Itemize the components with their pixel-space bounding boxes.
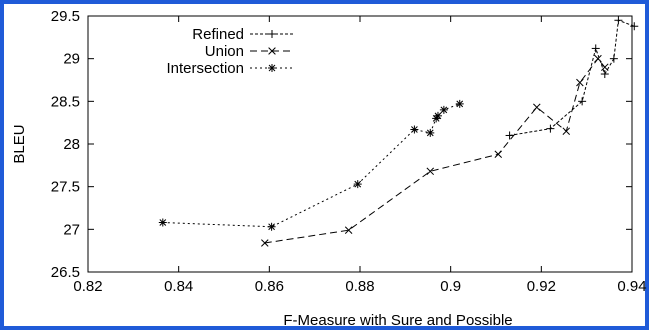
- plot-area-border: [87, 15, 633, 273]
- y-tick-label: 29.5: [51, 8, 80, 25]
- series-line-union: [264, 57, 606, 244]
- x-tick-label: 0.88: [345, 278, 374, 295]
- data-point-refined: [505, 131, 514, 140]
- data-point-union: [562, 127, 571, 135]
- y-tick-label: 28.5: [51, 93, 80, 110]
- y-tick-label: 27: [63, 221, 80, 238]
- data-point-union: [533, 103, 541, 112]
- data-point-union: [426, 167, 435, 176]
- data-point-refined: [614, 16, 623, 25]
- data-point-union: [601, 63, 609, 71]
- x-tick-label: 0.9: [440, 278, 461, 295]
- data-point-refined: [591, 44, 600, 53]
- y-tick-label: 27.5: [51, 179, 80, 196]
- data-point-refined: [609, 54, 618, 63]
- legend-marker-intersection: [268, 64, 276, 72]
- y-axis-label: BLEU: [11, 124, 28, 163]
- legend-label-refined: Refined: [192, 26, 244, 43]
- x-axis-label: F-Measure with Sure and Possible: [283, 312, 512, 329]
- x-tick-label: 0.86: [255, 278, 284, 295]
- data-point-intersection: [455, 99, 464, 108]
- x-tick-label: 0.84: [164, 278, 193, 295]
- legend-marker-union: [268, 47, 276, 55]
- series-layer: [158, 16, 639, 247]
- series-line-intersection: [162, 103, 460, 228]
- y-tick-label: 26.5: [51, 264, 80, 281]
- y-tick-label: 29: [63, 51, 80, 68]
- x-tick-label: 0.94: [617, 278, 646, 295]
- data-point-refined: [600, 70, 609, 79]
- legend-marker-refined: [268, 30, 276, 38]
- data-point-intersection: [158, 218, 167, 227]
- data-point-intersection: [433, 111, 442, 120]
- legend-label-union: Union: [205, 43, 244, 60]
- data-point-intersection: [426, 128, 435, 137]
- data-point-union: [594, 54, 602, 63]
- data-point-refined: [630, 22, 639, 31]
- y-tick-label: 28: [63, 136, 80, 153]
- data-point-intersection: [410, 125, 419, 134]
- data-point-union: [344, 226, 353, 234]
- axes: 0.82 0.84 0.86 0.88 0.9 0.92 0.94 26.5 27 27.5 28 2…: [51, 8, 647, 295]
- data-point-intersection: [353, 180, 362, 189]
- data-point-union: [261, 239, 269, 247]
- data-point-refined: [546, 124, 555, 133]
- x-tick-label: 0.92: [527, 278, 556, 295]
- data-point-union: [494, 150, 503, 158]
- data-point-intersection: [267, 222, 276, 231]
- legend-label-intersection: Intersection: [166, 60, 244, 77]
- data-point-intersection: [439, 105, 448, 114]
- data-point-refined: [578, 97, 587, 106]
- data-point-union: [576, 78, 584, 87]
- x-tick-label: 0.82: [73, 278, 102, 295]
